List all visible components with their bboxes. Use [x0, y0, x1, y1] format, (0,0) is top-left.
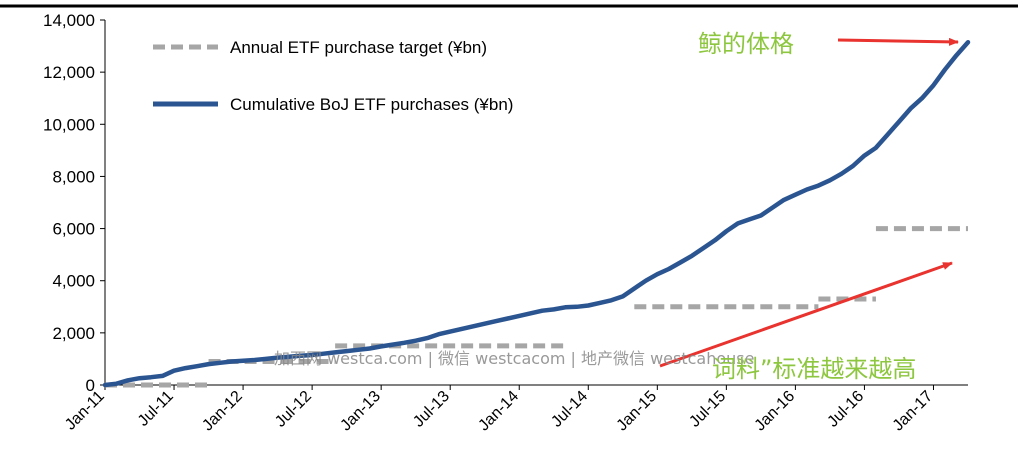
x-tick-labels: Jan-11 Jul-11 Jan-12 Jul-12 Jan-13 Jul-13 Jan-… — [62, 388, 936, 435]
x-tick-label: Jul-14 — [548, 388, 591, 431]
x-tick-label: Jan-13 — [337, 388, 384, 435]
y-tick-label: 0 — [86, 376, 95, 395]
x-tick-label: Jan-17 — [890, 388, 937, 435]
cumulative-line — [102, 39, 971, 388]
x-tick-label: Jul-12 — [272, 388, 315, 431]
watermark: 加西网 westca.com | 微信 westcacom | 地产微信 wes… — [274, 349, 755, 368]
legend-label-cumulative: Cumulative BoJ ETF purchases (¥bn) — [230, 95, 513, 114]
series-cumulative-purchases — [102, 39, 971, 388]
x-tick-label: Jul-15 — [686, 388, 729, 431]
y-tick-labels: 0 2,000 4,000 6,000 8,000 10,000 12,000 14,000 — [43, 11, 95, 395]
y-tick-label: 8,000 — [52, 167, 95, 186]
annotation-arrow-rising — [659, 261, 953, 368]
x-tick-label: Jul-11 — [135, 388, 177, 430]
x-tick-label: Jan-16 — [752, 388, 799, 435]
x-tick-label: Jan-14 — [475, 388, 522, 435]
y-tick-label: 6,000 — [52, 220, 95, 239]
y-tick-label: 10,000 — [43, 115, 95, 134]
legend: Annual ETF purchase target (¥bn) Cumulat… — [153, 38, 513, 114]
annotation-rising-standard: 词料”标准越来越高 — [712, 355, 916, 383]
annotation-whale-size: 鲸的体格 — [698, 30, 794, 58]
y-tick-label: 2,000 — [52, 324, 95, 343]
y-tick-label: 14,000 — [43, 11, 95, 30]
x-tick-label: Jan-15 — [614, 388, 661, 435]
y-tick-label: 12,000 — [43, 63, 95, 82]
legend-label-target: Annual ETF purchase target (¥bn) — [230, 38, 487, 57]
x-tick-label: Jul-16 — [824, 388, 867, 431]
x-tick-label: Jul-13 — [410, 388, 453, 431]
x-tick-label: Jan-12 — [199, 388, 246, 435]
y-tick-label: 4,000 — [52, 272, 95, 291]
axes — [100, 19, 968, 390]
annotation-arrow-top — [837, 37, 959, 46]
